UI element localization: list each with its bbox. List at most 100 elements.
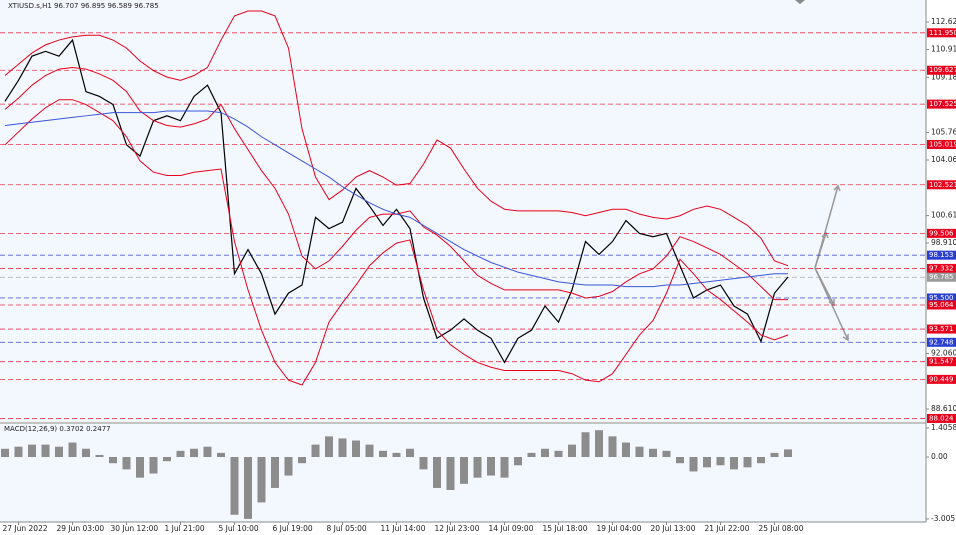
- level-label: 91.547: [929, 358, 954, 366]
- macd-bar: [595, 430, 603, 458]
- level-label: 95.064: [929, 301, 954, 309]
- level-tag: [927, 99, 956, 109]
- macd-bar: [730, 457, 738, 470]
- level-label: 95.500: [929, 294, 954, 302]
- y-tick-label: 88.610: [931, 404, 956, 413]
- macd-bar: [1, 448, 9, 458]
- macd-bar: [784, 449, 792, 458]
- macd-bar: [392, 452, 401, 458]
- macd-bar: [541, 448, 549, 458]
- y-tick-label: 1.4058: [931, 423, 956, 432]
- x-tick-label: 29 Jun 03:00: [57, 524, 105, 533]
- x-tick-label: 20 Jul 13:00: [651, 524, 696, 533]
- macd-bar: [190, 448, 198, 458]
- x-tick-label: 8 Jul 05:00: [327, 524, 367, 533]
- y-tick-label: -3.0057: [931, 514, 956, 523]
- macd-bar: [568, 444, 576, 458]
- macd-bar: [635, 446, 644, 458]
- macd-bar: [284, 457, 293, 476]
- macd-bar: [203, 446, 212, 458]
- macd-bar: [554, 450, 563, 458]
- y-tick-label: 105.760: [931, 128, 956, 137]
- level-label: 90.449: [929, 375, 954, 383]
- level-label: 111.950: [929, 29, 956, 37]
- macd-bar: [109, 457, 117, 464]
- macd-bar: [500, 457, 509, 478]
- level-label: 107.525: [929, 100, 956, 108]
- level-tag: [927, 250, 956, 260]
- macd-bar: [176, 450, 185, 458]
- x-tick-label: 21 Jul 22:00: [705, 524, 750, 533]
- macd-bar: [473, 457, 482, 478]
- arrow-down: [814, 267, 849, 342]
- series-line: [4, 99, 789, 386]
- macd-bar: [514, 457, 522, 466]
- x-tick-label: 1 Jul 21:00: [165, 524, 205, 533]
- macd-bar: [608, 436, 617, 458]
- series-line: [4, 110, 788, 288]
- macd-bar: [163, 457, 171, 462]
- level-label: 93.571: [929, 325, 954, 333]
- level-label: 92.748: [929, 338, 954, 346]
- macd-bar: [419, 457, 428, 470]
- macd-bar: [622, 442, 630, 458]
- macd-bar: [743, 457, 752, 468]
- level-tag: [927, 300, 956, 310]
- macd-bar: [68, 442, 77, 458]
- macd-bar: [311, 444, 320, 458]
- level-label: 97.332: [929, 264, 954, 272]
- level-label: 96.785: [929, 273, 954, 281]
- macd-bar: [757, 457, 765, 464]
- series-line: [4, 10, 789, 267]
- level-tag: [927, 272, 956, 282]
- level-tag: [927, 140, 956, 150]
- x-tick-label: 19 Jul 04:00: [597, 524, 642, 533]
- macd-bar: [338, 438, 347, 458]
- macd-bar: [487, 457, 495, 476]
- macd-title: MACD(12,26,9) 0.3702 0.2477: [4, 425, 111, 433]
- macd-bar: [136, 457, 144, 478]
- x-tick-label: 6 Jul 19:00: [273, 524, 313, 533]
- macd-bar: [770, 452, 779, 458]
- level-label: 88.024: [929, 414, 954, 422]
- macd-bar: [217, 452, 225, 458]
- macd-bar: [41, 444, 50, 458]
- y-tick-label: 104.060: [931, 155, 956, 164]
- macd-bar: [325, 436, 333, 458]
- level-label: 109.627: [929, 66, 956, 74]
- macd-bar: [446, 457, 455, 491]
- macd-bar: [662, 450, 671, 458]
- macd-bar: [230, 457, 239, 515]
- chart-title: XTIUSD.s,H1 96.707 96.895 96.589 96.785: [8, 2, 159, 10]
- level-tag: [927, 180, 956, 190]
- level-tag: [927, 263, 956, 273]
- macd-bar: [527, 452, 536, 458]
- level-tag: [927, 228, 956, 238]
- level-label: 98.153: [929, 251, 954, 259]
- x-tick-label: 25 Jul 08:00: [759, 524, 804, 533]
- macd-bar: [271, 457, 279, 488]
- macd-bar: [244, 457, 252, 519]
- level-label: 102.521: [929, 181, 956, 189]
- level-label: 99.506: [929, 229, 954, 237]
- y-tick-label: 98.910: [931, 238, 956, 247]
- y-tick-label: 109.185: [931, 72, 956, 81]
- shift-marker: [795, 0, 805, 4]
- macd-bar: [55, 446, 63, 458]
- macd-bar: [676, 457, 684, 464]
- level-tag: [927, 357, 956, 367]
- x-tick-label: 15 Jul 18:00: [543, 524, 588, 533]
- macd-bar: [581, 432, 590, 458]
- x-tick-label: 27 Jun 2022: [3, 524, 48, 533]
- macd-bar: [298, 457, 306, 464]
- macd-bar: [379, 450, 387, 458]
- macd-bar: [122, 457, 131, 470]
- macd-bar: [95, 454, 104, 458]
- y-tick-label: 100.610: [931, 211, 956, 220]
- macd-bar: [406, 448, 414, 458]
- macd-bar: [703, 457, 711, 468]
- level-tag: [927, 324, 956, 334]
- level-tag: [927, 293, 956, 303]
- x-tick-label: 5 Jul 10:00: [219, 524, 259, 533]
- level-label: 105.019: [929, 141, 956, 149]
